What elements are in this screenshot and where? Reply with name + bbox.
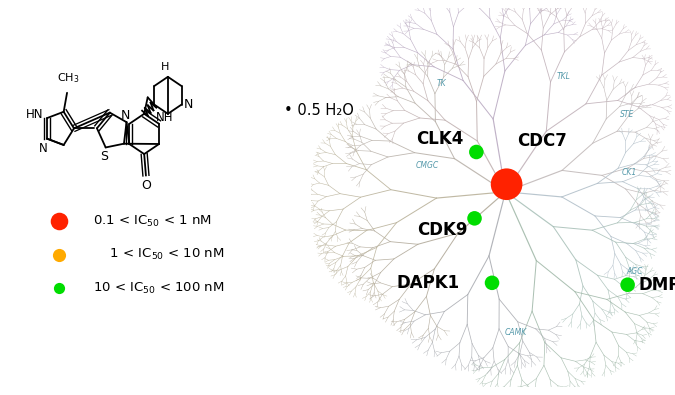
Text: • 0.5 H₂O: • 0.5 H₂O <box>284 103 354 118</box>
Text: CH$_3$: CH$_3$ <box>57 71 80 85</box>
Text: NH: NH <box>155 111 173 124</box>
Text: CAMK: CAMK <box>504 327 526 337</box>
Text: CDK9: CDK9 <box>416 221 467 239</box>
Text: CMGC: CMGC <box>416 161 439 170</box>
Text: N: N <box>39 142 48 155</box>
Text: S: S <box>100 150 108 163</box>
Text: CDC7: CDC7 <box>518 132 568 150</box>
Point <box>471 149 482 155</box>
Text: N: N <box>184 98 193 111</box>
Text: TKL: TKL <box>557 71 571 81</box>
Text: DAPK1: DAPK1 <box>397 274 460 292</box>
Text: 0.1 < IC$_{50}$ < 1 nM: 0.1 < IC$_{50}$ < 1 nM <box>92 214 211 229</box>
Point <box>502 181 512 187</box>
Point <box>487 280 497 286</box>
Point <box>53 252 65 258</box>
Text: O: O <box>141 179 151 192</box>
Point <box>53 285 65 292</box>
Point <box>53 218 65 224</box>
Text: STE: STE <box>620 109 634 118</box>
Text: CLK4: CLK4 <box>416 130 464 148</box>
Text: AGC: AGC <box>626 267 643 276</box>
Point <box>469 215 480 222</box>
Text: 1 < IC$_{50}$ < 10 nM: 1 < IC$_{50}$ < 10 nM <box>92 247 224 262</box>
Text: H: H <box>161 62 169 72</box>
Text: DMPK: DMPK <box>639 276 675 294</box>
Text: 10 < IC$_{50}$ < 100 nM: 10 < IC$_{50}$ < 100 nM <box>92 281 224 296</box>
Text: CK1: CK1 <box>622 168 637 177</box>
Text: N: N <box>122 109 130 122</box>
Point <box>622 282 633 288</box>
Text: HN: HN <box>26 109 43 121</box>
Text: TK: TK <box>437 79 447 88</box>
